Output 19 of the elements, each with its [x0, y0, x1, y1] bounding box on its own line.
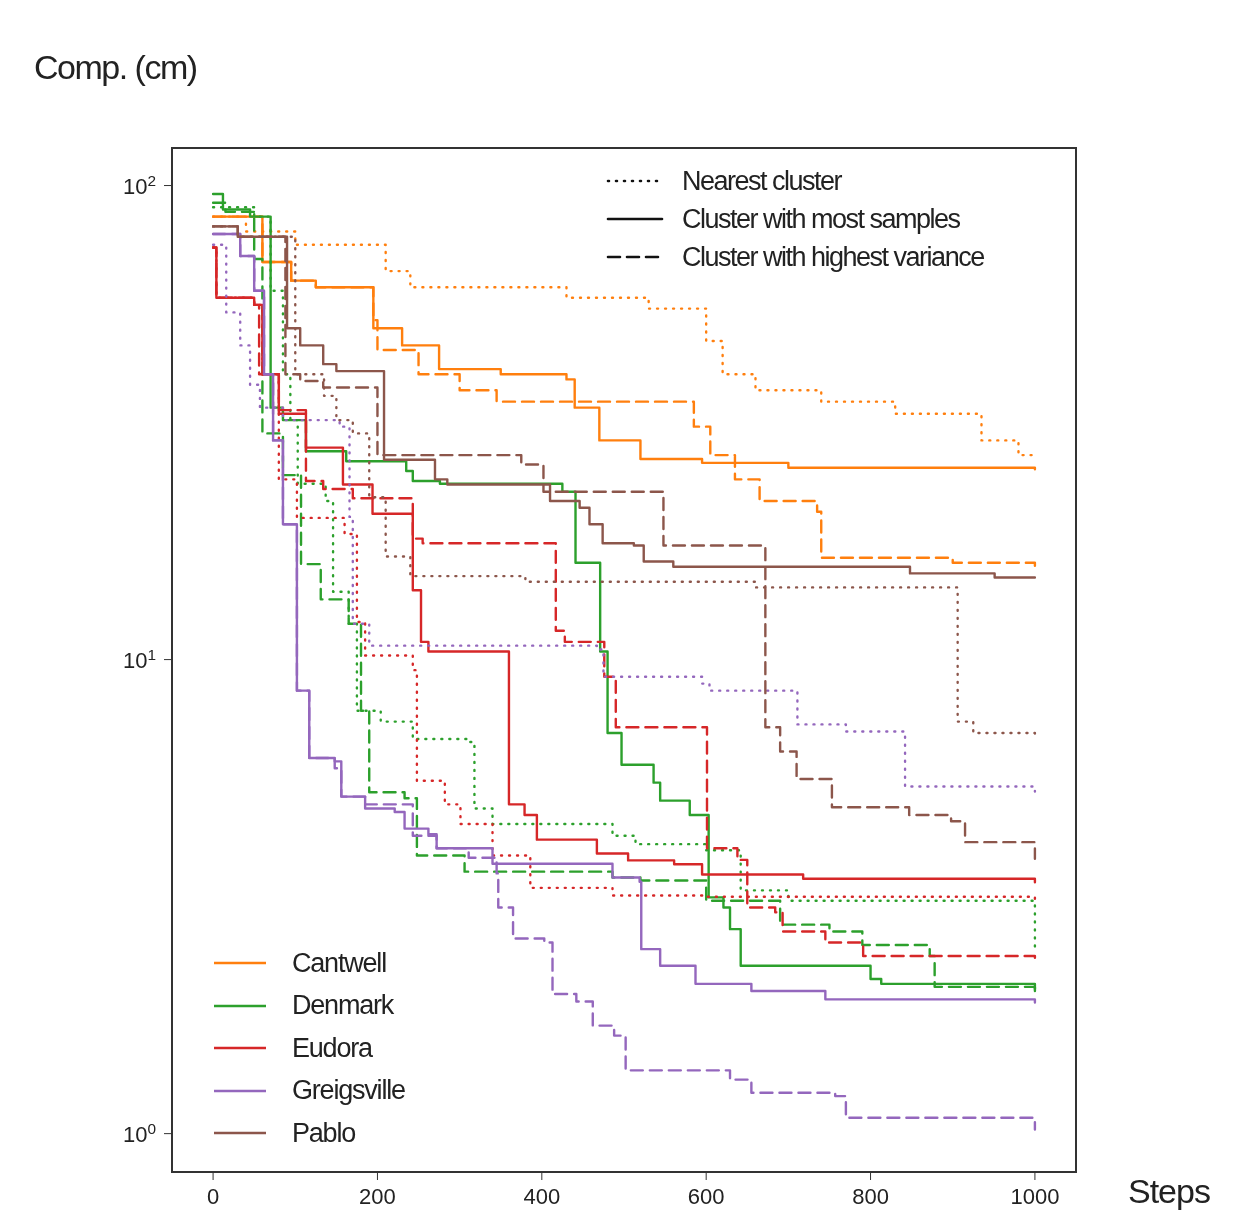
x-tick-label: 200	[359, 1184, 396, 1209]
x-tick-label: 1000	[1010, 1184, 1060, 1209]
legend-label: Pablo	[292, 1117, 356, 1149]
annotation: Cluster with highest variance	[682, 241, 984, 273]
legend-label: Eudora	[292, 1032, 372, 1064]
legend-label: Cantwell	[292, 947, 386, 979]
legend-label: Greigsville	[292, 1075, 405, 1107]
y-tick-label: 10$^{1}$	[122, 645, 156, 673]
y-tick-label: 10$^{2}$	[122, 171, 156, 199]
annotation: Nearest cluster	[682, 165, 842, 197]
y-tick-label: 10$^{0}$	[122, 1119, 156, 1147]
annotation: Cluster with most samples	[682, 203, 960, 235]
x-tick-label: 600	[687, 1184, 725, 1209]
x-tick-label: 800	[852, 1184, 889, 1209]
x-tick-label: 400	[523, 1184, 561, 1209]
legend-label: Denmark	[292, 990, 394, 1022]
x-axis-title: Steps	[1128, 1172, 1210, 1211]
y-axis-title: Comp. (cm)	[34, 48, 197, 87]
x-tick-label: 0	[206, 1184, 220, 1209]
